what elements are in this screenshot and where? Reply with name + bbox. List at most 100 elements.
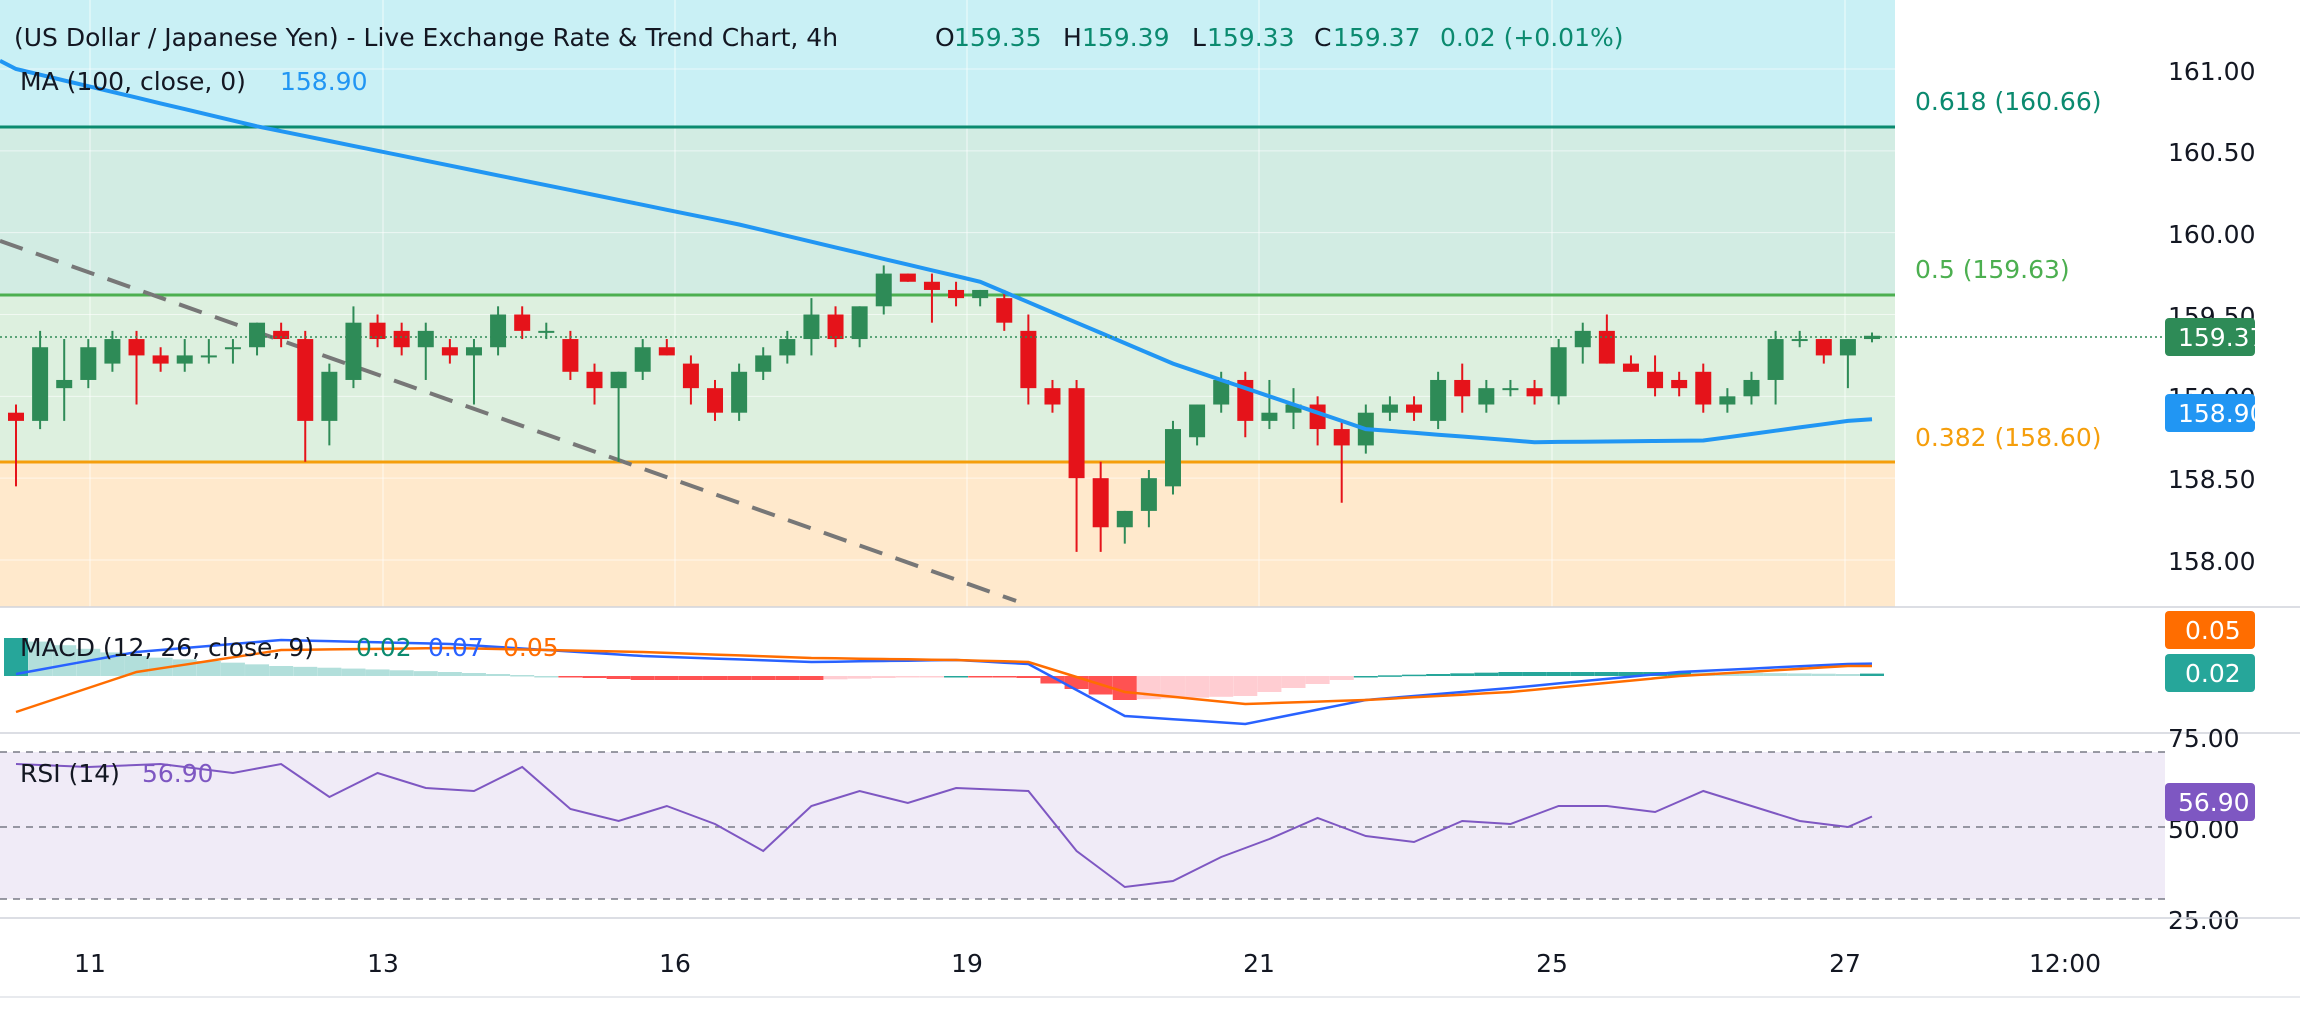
macd-hist-bar xyxy=(1860,673,1884,676)
macd-hist-bar xyxy=(1305,676,1330,684)
ohlc-open-label: O xyxy=(935,23,955,52)
macd-hist-value: 0.02 xyxy=(356,633,412,662)
rsi-band xyxy=(0,752,2165,899)
macd-hist-bar xyxy=(269,666,294,676)
macd-hist-bar xyxy=(1353,676,1378,678)
candle-body xyxy=(1478,388,1495,405)
candle-body xyxy=(948,289,965,299)
ma-price-badge xyxy=(2165,394,2255,432)
candle-body xyxy=(1791,339,1808,342)
candle-body xyxy=(586,371,603,389)
candle xyxy=(707,379,724,421)
price-tick: 158.50 xyxy=(2168,465,2255,494)
candle-body xyxy=(996,298,1013,323)
candle xyxy=(104,330,121,372)
candle-body xyxy=(321,371,338,421)
candle xyxy=(1430,371,1447,430)
rsi-value: 56.90 xyxy=(142,759,214,788)
candle xyxy=(658,339,675,356)
candle xyxy=(923,273,940,323)
macd-hist-bar xyxy=(895,676,920,678)
rsi-line xyxy=(15,762,1873,889)
candle xyxy=(634,339,651,380)
macd-hist-bar xyxy=(1763,673,1788,676)
candle-body xyxy=(1622,363,1639,372)
candle-body xyxy=(465,347,482,356)
macd-label: MACD (12, 26, close, 9) xyxy=(20,633,314,662)
macd-hist-bar xyxy=(968,676,993,678)
candle-body xyxy=(417,330,434,348)
candle-body xyxy=(1454,379,1471,397)
candle-body xyxy=(1068,388,1085,479)
macd-hist-bar xyxy=(582,676,607,678)
macd-hist-bar xyxy=(1426,674,1451,676)
macd-hist-bar xyxy=(654,676,679,680)
macd-hist-bar xyxy=(823,676,848,680)
macd-hist-bar xyxy=(1209,676,1234,697)
candle xyxy=(610,371,627,462)
candle xyxy=(465,339,482,405)
ohlc-low-value: 159.33 xyxy=(1207,23,1294,52)
candle-body xyxy=(297,339,314,421)
candle xyxy=(1743,371,1760,405)
candle-body xyxy=(682,363,699,389)
candle-body xyxy=(1261,412,1278,421)
zone-0618-05 xyxy=(0,127,1895,295)
candle-body xyxy=(1743,379,1760,397)
candle xyxy=(1574,322,1591,364)
macd-hist-bar xyxy=(1570,672,1595,676)
candle xyxy=(1140,469,1157,528)
macd-hist-bar xyxy=(1474,672,1499,676)
candle-body xyxy=(104,339,121,364)
ma-legend-label: MA (100, close, 0) xyxy=(20,67,246,96)
candle xyxy=(297,330,314,462)
macd-hist-bar xyxy=(1257,676,1282,692)
macd-hist-bar xyxy=(775,676,800,680)
macd-hist-bar xyxy=(871,676,896,678)
rsi-label: RSI (14) xyxy=(20,759,120,788)
candle xyxy=(393,322,410,356)
candle-body xyxy=(779,339,796,356)
candle xyxy=(273,322,290,348)
macd-signal-badge xyxy=(2165,611,2255,649)
candle xyxy=(1502,379,1519,397)
candle-body xyxy=(1406,404,1423,413)
rsi-badge xyxy=(2165,783,2255,821)
candle-body xyxy=(1140,478,1157,511)
candle xyxy=(1671,371,1688,397)
candle-body xyxy=(1333,429,1350,446)
candle-body xyxy=(610,371,627,389)
rsi-tick: 75.00 xyxy=(2168,724,2240,753)
candle xyxy=(249,322,266,356)
time-tick: 11 xyxy=(74,949,106,978)
candle-body xyxy=(972,289,989,299)
candle-body xyxy=(273,330,290,340)
candle-body xyxy=(731,371,748,413)
candle xyxy=(1092,461,1109,552)
macd-hist-bar xyxy=(1185,676,1210,698)
candle xyxy=(1839,339,1856,389)
candle xyxy=(321,363,338,446)
candle xyxy=(1020,314,1037,405)
candle xyxy=(851,306,868,348)
fib-label-0618: 0.618 (160.66) xyxy=(1915,87,2102,116)
price-tick: 160.50 xyxy=(2168,138,2255,167)
candle-body xyxy=(1213,379,1230,405)
candle xyxy=(875,265,892,315)
candle-body xyxy=(128,339,145,356)
candle-body xyxy=(875,273,892,307)
macd-hist-bar xyxy=(220,662,245,676)
candle-body xyxy=(755,355,772,372)
candle-body xyxy=(80,347,97,380)
candle-body xyxy=(562,339,579,372)
macd-hist-bar xyxy=(1739,672,1764,676)
candle-body xyxy=(393,330,410,348)
candle-body xyxy=(1309,404,1326,430)
ohlc-low-label: L xyxy=(1192,23,1206,52)
price-axis: 161.00 160.50 160.00 159.50 159.00 158.5… xyxy=(2168,57,2255,576)
candle xyxy=(972,289,989,307)
candle xyxy=(1381,396,1398,421)
candle xyxy=(80,339,97,389)
macd-hist-bar xyxy=(1498,672,1523,676)
